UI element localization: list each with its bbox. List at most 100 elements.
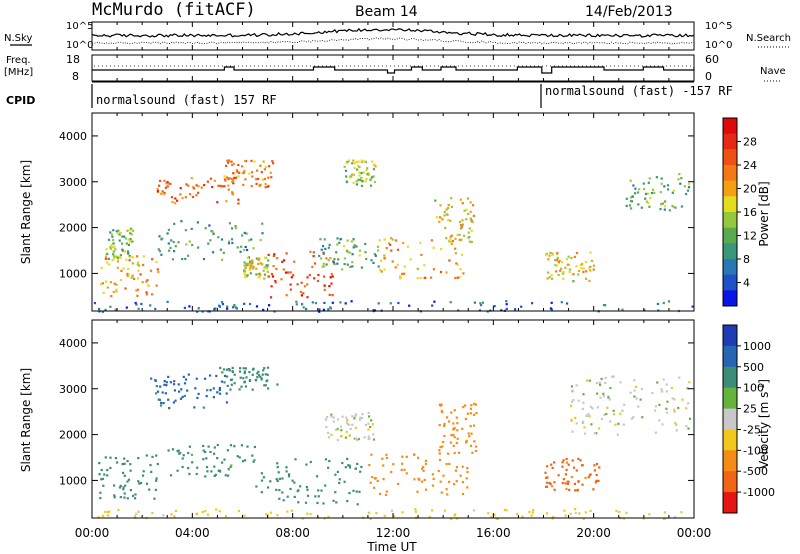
range-cell bbox=[545, 512, 549, 515]
range-cell bbox=[584, 260, 588, 264]
range-cell bbox=[248, 379, 251, 382]
y-tick-label: 1000 bbox=[59, 474, 87, 487]
range-cell bbox=[346, 423, 349, 426]
range-cell bbox=[608, 398, 611, 401]
range-cell bbox=[98, 473, 101, 476]
range-cell bbox=[274, 280, 277, 283]
range-cell bbox=[309, 460, 312, 464]
range-cell bbox=[190, 177, 193, 180]
range-cell bbox=[156, 462, 159, 466]
range-cell bbox=[577, 269, 581, 273]
range-cell bbox=[680, 511, 683, 514]
range-cell bbox=[313, 277, 316, 280]
range-cell bbox=[116, 461, 119, 464]
range-cell bbox=[202, 449, 205, 452]
range-cell bbox=[308, 274, 311, 277]
range-cell bbox=[124, 287, 127, 290]
range-cell bbox=[320, 257, 323, 260]
range-cell bbox=[546, 465, 549, 468]
range-cell bbox=[370, 419, 373, 422]
range-cell bbox=[475, 445, 478, 448]
range-cell bbox=[246, 248, 249, 252]
range-cell bbox=[339, 425, 343, 428]
range-cell bbox=[109, 466, 112, 470]
range-cell bbox=[225, 392, 228, 395]
range-cell bbox=[568, 270, 571, 274]
range-cell bbox=[109, 246, 112, 249]
range-cell bbox=[168, 249, 171, 252]
range-cell bbox=[180, 388, 183, 391]
range-cell bbox=[671, 397, 674, 400]
range-cell bbox=[253, 445, 256, 449]
range-cell bbox=[471, 451, 474, 454]
range-cell bbox=[306, 512, 309, 515]
range-cell bbox=[346, 263, 349, 266]
range-cell bbox=[276, 514, 279, 517]
range-cell bbox=[119, 484, 122, 487]
range-cell bbox=[394, 266, 397, 269]
range-cell bbox=[336, 237, 339, 240]
date-label: 14/Feb/2013 bbox=[585, 4, 673, 20]
range-cell bbox=[320, 489, 323, 492]
range-cell bbox=[353, 417, 356, 420]
range-cell bbox=[236, 246, 239, 249]
range-cell bbox=[658, 419, 661, 422]
range-cell bbox=[448, 462, 451, 465]
range-cell bbox=[263, 367, 266, 370]
range-cell bbox=[113, 494, 116, 497]
range-cell bbox=[225, 164, 228, 167]
range-cell bbox=[187, 451, 190, 455]
range-cell bbox=[322, 252, 325, 255]
range-cell bbox=[129, 238, 132, 241]
range-cell bbox=[368, 464, 371, 467]
range-cell bbox=[211, 185, 214, 189]
range-cell bbox=[262, 476, 265, 479]
range-cell bbox=[118, 239, 121, 242]
range-cell bbox=[467, 432, 470, 435]
range-cell bbox=[446, 207, 450, 210]
range-cell bbox=[352, 238, 355, 241]
range-cell bbox=[637, 405, 640, 408]
colorbar-tick-label: 16 bbox=[743, 206, 757, 219]
range-cell bbox=[182, 375, 185, 378]
range-cell bbox=[118, 233, 121, 236]
range-cell bbox=[102, 291, 105, 294]
range-cell bbox=[130, 233, 133, 236]
range-cell bbox=[358, 174, 361, 177]
range-cell bbox=[276, 257, 279, 260]
range-cell bbox=[424, 459, 427, 462]
range-cell bbox=[553, 481, 556, 484]
range-cell bbox=[562, 271, 565, 274]
range-cell bbox=[413, 453, 416, 456]
range-cell bbox=[129, 232, 132, 235]
range-cell bbox=[612, 375, 615, 378]
range-cell bbox=[208, 374, 212, 377]
range-cell bbox=[353, 244, 356, 247]
range-cell bbox=[469, 412, 472, 415]
range-cell bbox=[403, 468, 406, 471]
range-cell bbox=[441, 445, 444, 448]
range-cell bbox=[447, 452, 450, 455]
range-cell bbox=[217, 236, 220, 239]
range-cell bbox=[318, 254, 321, 257]
range-cell bbox=[456, 263, 459, 266]
range-cell bbox=[305, 307, 308, 311]
range-cell bbox=[428, 515, 431, 519]
range-cell bbox=[346, 457, 349, 460]
range-cell bbox=[163, 383, 166, 386]
colorbar-swatch bbox=[723, 196, 737, 213]
range-cell bbox=[106, 511, 109, 514]
range-cell bbox=[607, 396, 610, 399]
range-cell bbox=[675, 429, 678, 432]
range-cell bbox=[378, 239, 381, 242]
x-tick-label: 12:00 bbox=[376, 526, 411, 540]
range-cell bbox=[174, 202, 177, 205]
range-cell bbox=[348, 464, 351, 467]
range-cell bbox=[191, 195, 195, 199]
range-cell bbox=[687, 427, 690, 430]
range-cell bbox=[367, 435, 370, 438]
range-cell bbox=[222, 368, 226, 371]
range-cell bbox=[173, 222, 176, 225]
range-cell bbox=[345, 175, 348, 178]
colorbar-swatch bbox=[723, 429, 737, 451]
